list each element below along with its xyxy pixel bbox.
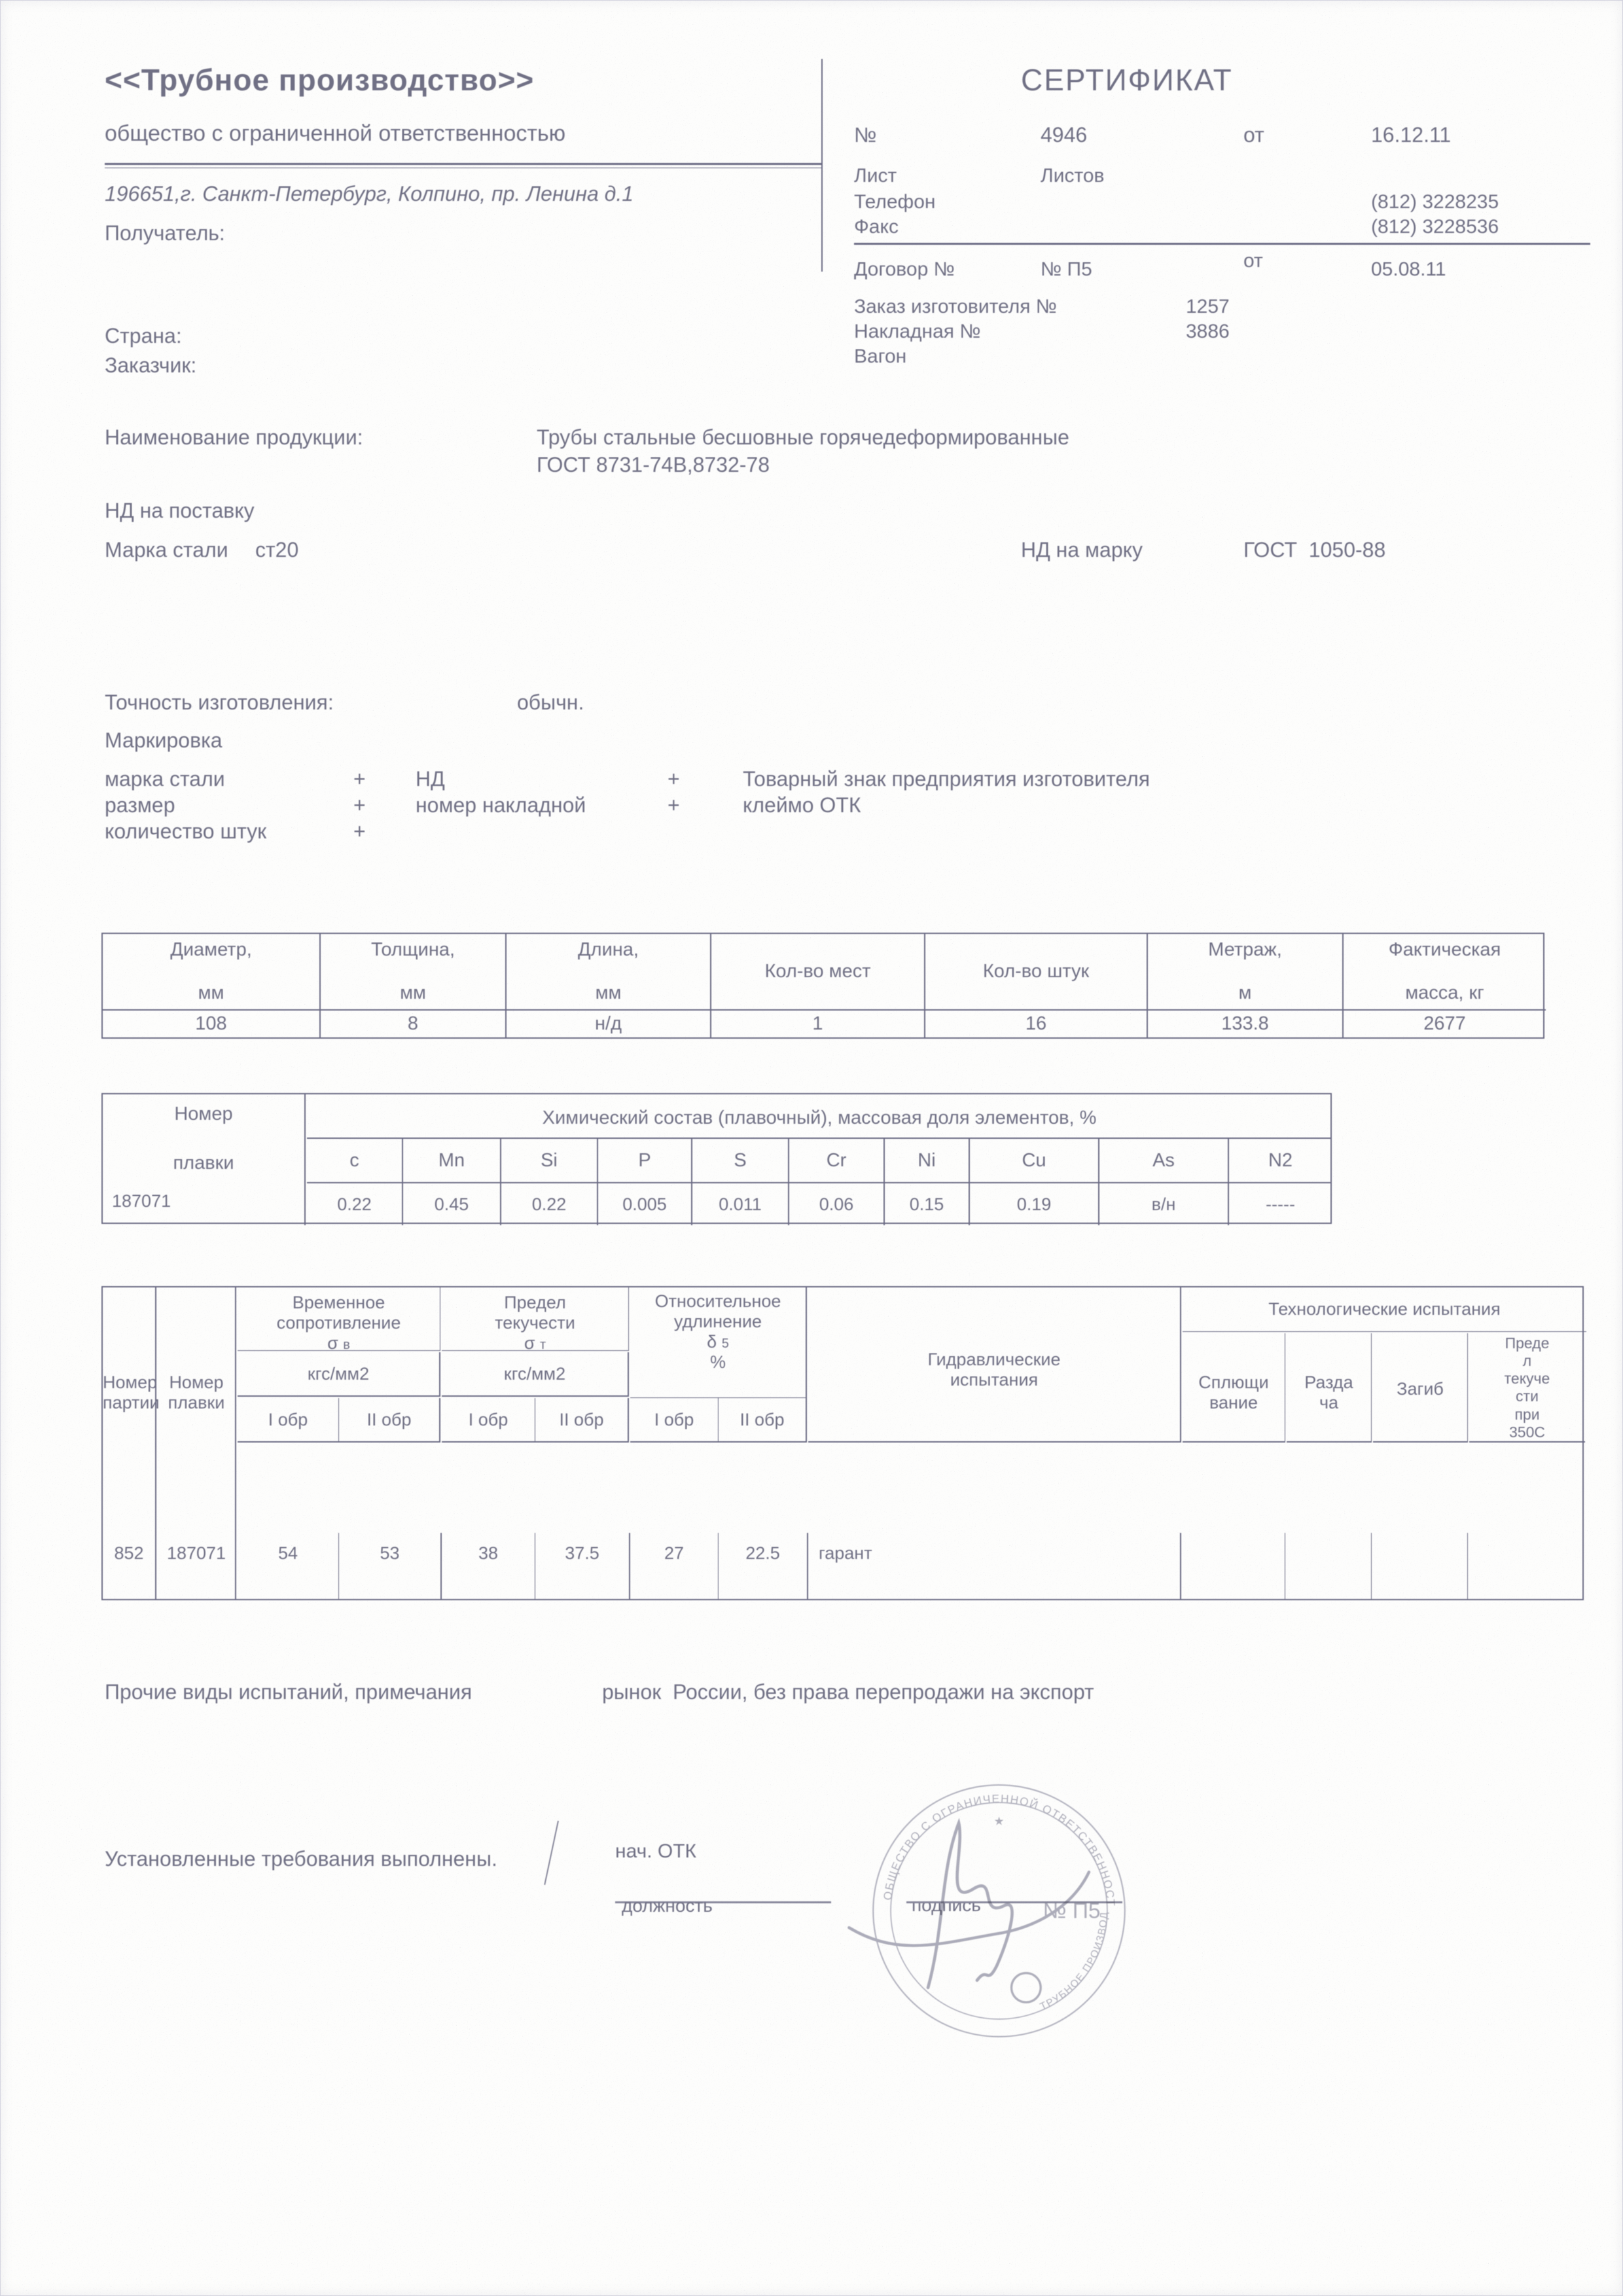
svg-text:★: ★ [993,1815,1004,1828]
svg-text:ТРУБНОЕ ПРОИЗВОДСТВО •: ТРУБНОЕ ПРОИЗВОДСТВО • [834,1746,1110,2013]
svg-text:№ П5: № П5 [1043,1899,1101,1924]
